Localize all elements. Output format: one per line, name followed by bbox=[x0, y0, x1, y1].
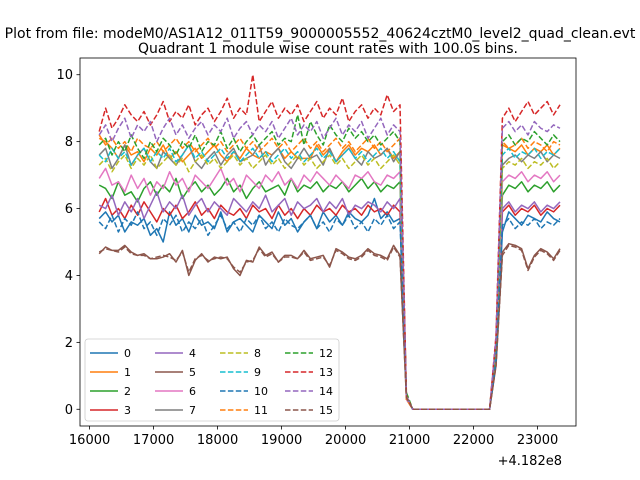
series-line-14 bbox=[98, 117, 561, 411]
y-tick-label: 10 bbox=[56, 68, 73, 83]
y-tick-label: 4 bbox=[65, 269, 73, 284]
x-tick-label: 22000 bbox=[453, 433, 494, 448]
legend-label-5: 5 bbox=[189, 366, 196, 379]
x-tick-label: 18000 bbox=[197, 433, 238, 448]
legend-label-0: 0 bbox=[124, 347, 131, 360]
legend-label-9: 9 bbox=[254, 366, 261, 379]
y-tick-label: 6 bbox=[65, 202, 73, 217]
figure-suptitle: Plot from file: modeM0/AS1A12_011T59_900… bbox=[5, 26, 636, 42]
x-tick-label: 23000 bbox=[517, 433, 558, 448]
x-tick-label: 21000 bbox=[389, 433, 430, 448]
x-tick-label: 16000 bbox=[69, 433, 110, 448]
axes-frame bbox=[79, 57, 577, 427]
y-tick-label: 0 bbox=[65, 403, 73, 418]
y-tick-label: 2 bbox=[65, 336, 73, 351]
legend-label-7: 7 bbox=[189, 404, 196, 417]
legend-box bbox=[84, 338, 340, 422]
legend-label-12: 12 bbox=[319, 347, 333, 360]
legend-label-4: 4 bbox=[189, 347, 196, 360]
legend-label-10: 10 bbox=[254, 385, 268, 398]
plot-area: 16000 17000 18000 19000 20000 21000 22000 23000… bbox=[56, 57, 577, 448]
legend-label-11: 11 bbox=[254, 404, 268, 417]
x-tick-label: 20000 bbox=[325, 433, 366, 448]
series-line-13 bbox=[98, 73, 561, 411]
legend-label-6: 6 bbox=[189, 385, 196, 398]
x-offset-label: +4.182e8 bbox=[498, 454, 562, 469]
legend-label-14: 14 bbox=[319, 385, 333, 398]
series-line-8 bbox=[98, 154, 561, 411]
legend-label-13: 13 bbox=[319, 366, 333, 379]
legend-label-8: 8 bbox=[254, 347, 261, 360]
x-tick-label: 17000 bbox=[133, 433, 174, 448]
series-line-15 bbox=[98, 244, 561, 411]
y-tick-label: 8 bbox=[65, 135, 73, 150]
legend-label-2: 2 bbox=[124, 385, 131, 398]
chart-title: Quadrant 1 module wise count rates with … bbox=[138, 41, 518, 57]
x-tick-label: 19000 bbox=[261, 433, 302, 448]
legend-label-1: 1 bbox=[124, 366, 131, 379]
legend-label-3: 3 bbox=[124, 404, 131, 417]
legend-label-15: 15 bbox=[319, 404, 333, 417]
